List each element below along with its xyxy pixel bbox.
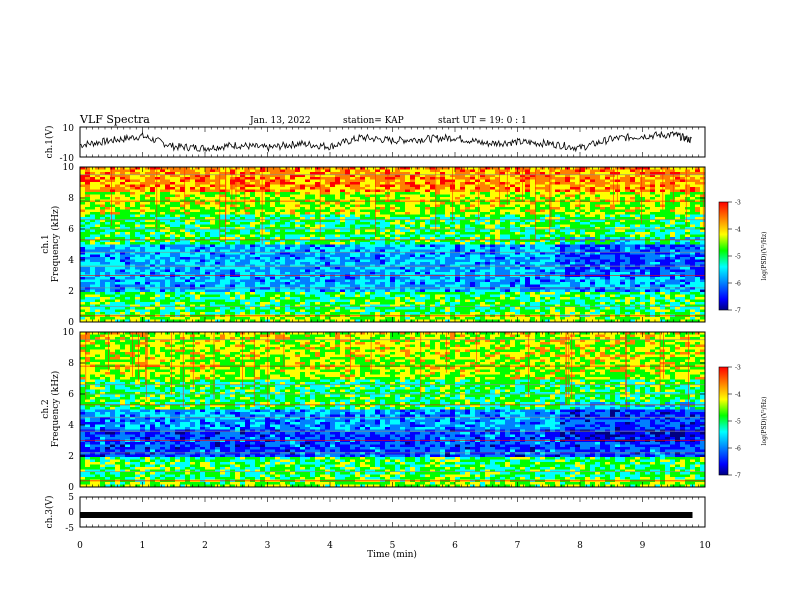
freq-tick-label: 0	[68, 483, 74, 493]
time-tick-label: 1	[140, 541, 146, 551]
colorbar-tick-label: -6	[735, 281, 741, 288]
ch2-spectrogram-panel: 0 2 4 6 8 10 ch.2 Frequency (kHz)	[41, 328, 706, 493]
colorbar-tick-label: -5	[735, 419, 741, 426]
ch3-ytick-bottom: -5	[65, 524, 74, 534]
ch1-freq-ylabel: Frequency (kHz)	[50, 206, 61, 283]
time-tick-label: 8	[577, 541, 583, 551]
ch1-ytick-bottom: -10	[60, 154, 75, 164]
ch1-ylabel: ch.1(V)	[44, 126, 55, 159]
freq-tick-label: 8	[68, 359, 74, 369]
ch2-side-label: ch.2	[41, 399, 51, 418]
ch1-waveform-panel: 10 -10 ch.1(V)	[44, 124, 706, 164]
ch1-spectrogram-panel: 0 2 4 6 8 10 ch.1 Frequency (kHz)	[41, 163, 706, 328]
colorbar-ch2-label: log(PSD)(V²/Hz)	[761, 397, 768, 446]
time-tick-label: 9	[640, 541, 646, 551]
waveform-series-line	[80, 512, 693, 518]
colorbar-ch1: -3 -4 -5 -6 -7 log(PSD)(V²/Hz)	[718, 200, 768, 315]
freq-tick-label: 6	[68, 390, 74, 400]
time-tick-label: 6	[452, 541, 458, 551]
ch3-ytick-mid: 0	[68, 508, 74, 518]
freq-tick-label: 10	[63, 163, 75, 173]
colorbar-tick-label: -3	[735, 365, 741, 372]
colorbar-ch2: -3 -4 -5 -6 -7 log(PSD)(V²/Hz)	[718, 365, 768, 480]
time-tick-label: 4	[327, 541, 333, 551]
colorbar-tick-label: -7	[735, 473, 741, 480]
freq-tick-label: 10	[63, 328, 75, 338]
colorbar-tick-label: -3	[735, 200, 741, 207]
time-tick-label: 2	[202, 541, 208, 551]
freq-tick-label: 0	[68, 318, 74, 328]
ch3-waveform-panel: 5 0 -5 ch.3(V)	[44, 493, 706, 534]
date-label: Jan. 13, 2022	[249, 116, 311, 126]
time-tick-label: 10	[699, 541, 711, 551]
waveform-series-line	[79, 130, 693, 153]
ch2-freq-ylabel: Frequency (kHz)	[50, 371, 61, 448]
ch3-ytick-top: 5	[68, 493, 74, 503]
colorbar-tick-label: -4	[735, 227, 741, 234]
figure-title: VLF Spectra	[79, 113, 150, 126]
start-ut-label: start UT = 19: 0 : 1	[438, 116, 527, 126]
time-tick-label: 0	[77, 541, 83, 551]
freq-tick-label: 2	[68, 452, 74, 462]
time-tick-label: 3	[265, 541, 271, 551]
freq-tick-label: 4	[68, 421, 74, 431]
x-axis-label: Time (min)	[367, 549, 417, 560]
colorbar-tick-label: -5	[735, 254, 741, 261]
colorbar-tick-label: -6	[735, 446, 741, 453]
colorbar-tick-label: -7	[735, 308, 741, 315]
time-tick-label: 7	[515, 541, 521, 551]
ch1-ytick-top: 10	[63, 124, 75, 134]
colorbar-ch1-label: log(PSD)(V²/Hz)	[761, 232, 768, 281]
freq-tick-label: 8	[68, 194, 74, 204]
ch3-ylabel: ch.3(V)	[44, 496, 55, 529]
time-tick-label: 5	[390, 541, 396, 551]
colorbar-tick-label: -4	[735, 392, 741, 399]
freq-tick-label: 6	[68, 225, 74, 235]
freq-tick-label: 2	[68, 287, 74, 297]
freq-tick-label: 4	[68, 256, 74, 266]
station-label: station= KAP	[343, 116, 404, 126]
ch1-side-label: ch.1	[41, 234, 51, 253]
